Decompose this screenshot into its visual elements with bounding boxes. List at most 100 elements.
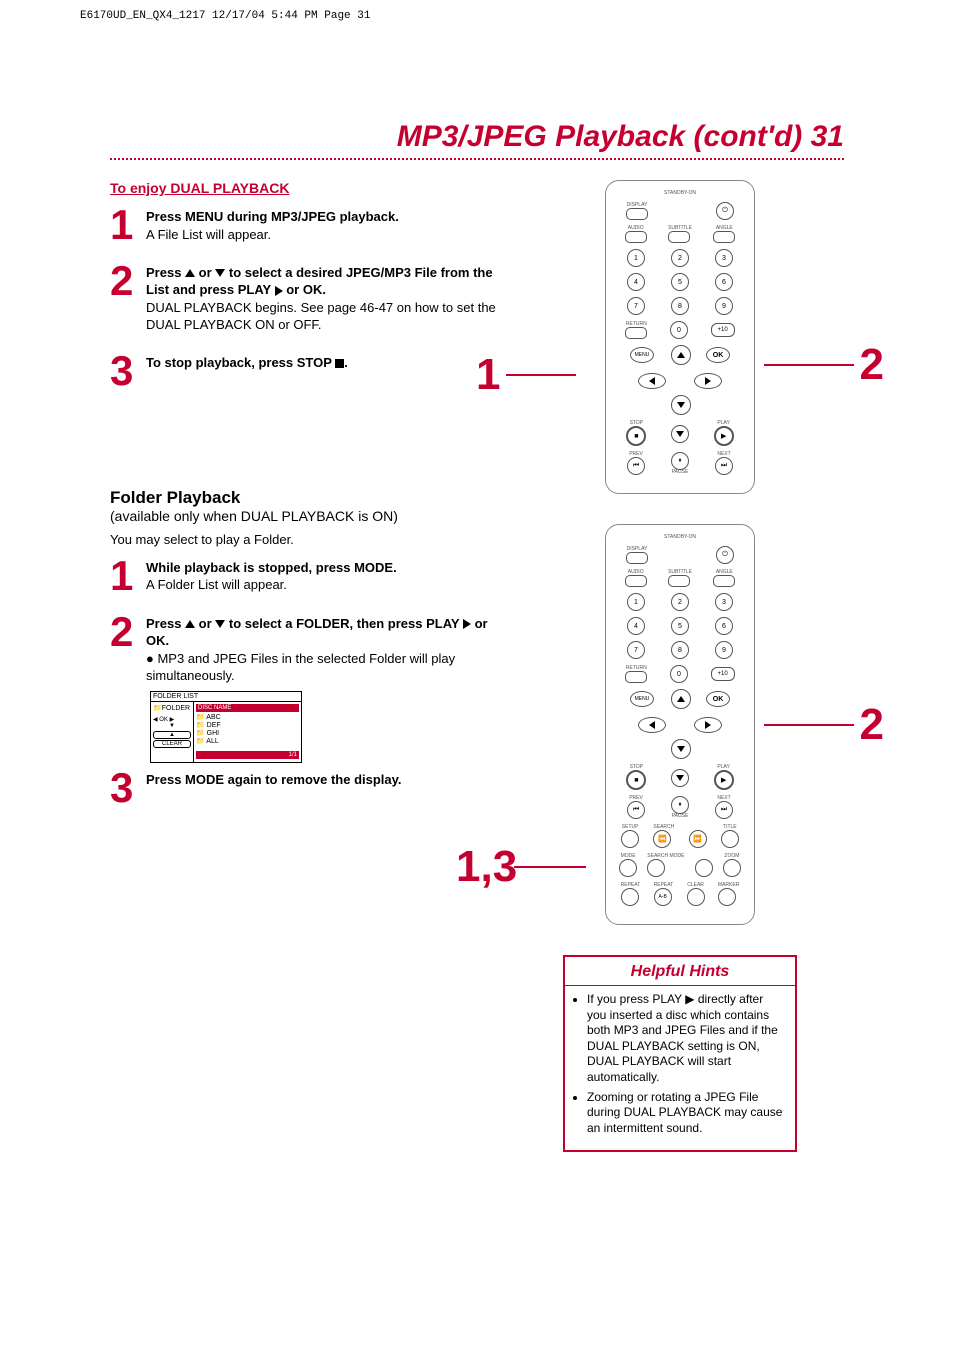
audio-button[interactable] [625,575,647,587]
ok-button[interactable]: OK [706,691,730,707]
num-7-button[interactable]: 7 [627,641,645,659]
play-button[interactable]: ▶ [714,770,734,790]
stop-button[interactable]: ■ [626,770,646,790]
display-button[interactable] [626,208,648,220]
num-7-button[interactable]: 7 [627,297,645,315]
folder-list-mock: FOLDER LIST 📁FOLDER ◀ OK ▶ ▼ ▲ CLEAR DIS… [150,691,302,763]
num-3-button[interactable]: 3 [715,249,733,267]
remote-label: ANGLE [713,570,735,575]
num-8-button[interactable]: 8 [671,297,689,315]
pause-button[interactable]: ⏸ [671,796,689,814]
next-button[interactable]: ⏭ [715,457,733,475]
remote-label: STANDBY-ON [664,535,696,540]
triangle-down-icon [215,620,225,628]
remote-label: REPEAT [654,883,674,888]
standby-button[interactable]: ⏻ [716,546,734,564]
remote-label: SUBTITLE [668,226,692,231]
remote-label: STOP [626,765,646,770]
dpad: MENU OK [630,345,730,415]
menu-button[interactable]: MENU [630,347,654,363]
num-6-button[interactable]: 6 [715,617,733,635]
num-9-button[interactable]: 9 [715,297,733,315]
ok-button[interactable]: OK [706,347,730,363]
dpad-up-button[interactable] [671,345,691,365]
plus10-button[interactable]: +10 [711,323,735,337]
step-text: A File List will appear. [146,227,271,242]
search-mode-button[interactable] [647,859,665,877]
standby-button[interactable]: ⏻ [716,202,734,220]
marker-button[interactable] [718,888,736,906]
num-5-button[interactable]: 5 [671,617,689,635]
subtitle-button[interactable] [668,231,690,243]
plus10-button[interactable]: +10 [711,667,735,681]
num-0-button[interactable]: 0 [670,665,688,683]
remote-label: SEARCH [653,825,674,830]
search-rev-button[interactable]: ⏪ [653,830,671,848]
num-6-button[interactable]: 6 [715,273,733,291]
print-header: E6170UD_EN_QX4_1217 12/17/04 5:44 PM Pag… [80,10,370,22]
pause-button[interactable]: ⏸ [671,452,689,470]
audio-button[interactable] [625,231,647,243]
step-bold: Press MODE again to remove the display. [146,772,402,787]
num-9-button[interactable]: 9 [715,641,733,659]
step-text: DUAL PLAYBACK begins. See page 46-47 on … [146,300,496,333]
section1-heading: To enjoy DUAL PLAYBACK [110,180,500,196]
num-5-button[interactable]: 5 [671,273,689,291]
dpad-down2-button[interactable] [671,769,689,787]
next-button[interactable]: ⏭ [715,801,733,819]
title-button[interactable] [721,830,739,848]
return-button[interactable] [625,671,647,683]
num-1-button[interactable]: 1 [627,249,645,267]
display-button[interactable] [626,552,648,564]
section2-heading: Folder Playback [110,488,500,508]
return-button[interactable] [625,327,647,339]
repeat-button[interactable] [621,888,639,906]
dpad-down2-button[interactable] [671,425,689,443]
clear-button[interactable] [687,888,705,906]
search-fwd-button[interactable]: ⏩ [689,830,707,848]
step-number: 3 [110,769,146,807]
section2-subtitle: (available only when DUAL PLAYBACK is ON… [110,508,500,524]
num-4-button[interactable]: 4 [627,617,645,635]
dpad-up-button[interactable] [671,689,691,709]
helpful-hints-box: Helpful Hints If you press PLAY ▶ direct… [563,955,797,1152]
step-number: 1 [110,206,146,244]
triangle-right-icon [705,721,711,729]
dpad-down-button[interactable] [671,395,691,415]
repeat-ab-button[interactable]: A-B [654,888,672,906]
pointer-line [764,724,854,726]
blank-button[interactable] [695,859,713,877]
num-4-button[interactable]: 4 [627,273,645,291]
remote-label: PLAY [714,765,734,770]
folder-item: 📁 GHI [196,729,299,737]
num-3-button[interactable]: 3 [715,593,733,611]
num-1-button[interactable]: 1 [627,593,645,611]
content-area: MP3/JPEG Playback (cont'd) 31 To enjoy D… [110,120,844,1152]
dpad-down-button[interactable] [671,739,691,759]
step-bold: Press or to select a desired JPEG/MP3 Fi… [146,265,493,298]
num-8-button[interactable]: 8 [671,641,689,659]
prev-button[interactable]: ⏮ [627,801,645,819]
zoom-button[interactable] [723,859,741,877]
angle-button[interactable] [713,231,735,243]
triangle-down-icon [677,746,685,752]
mode-button[interactable] [619,859,637,877]
num-2-button[interactable]: 2 [671,593,689,611]
subtitle-button[interactable] [668,575,690,587]
pointer-number-13: 1,3 [456,842,517,892]
dpad-left-button[interactable] [638,717,666,733]
dpad: MENU OK [630,689,730,759]
setup-button[interactable] [621,830,639,848]
triangle-right-icon [705,377,711,385]
num-2-button[interactable]: 2 [671,249,689,267]
play-button[interactable]: ▶ [714,426,734,446]
stop-button[interactable]: ■ [626,426,646,446]
prev-button[interactable]: ⏮ [627,457,645,475]
menu-button[interactable]: MENU [630,691,654,707]
num-0-button[interactable]: 0 [670,321,688,339]
dpad-right-button[interactable] [694,373,722,389]
right-column: 1 2 STANDBY-ON DISPLAY ⏻ AUDIO SUB [520,180,840,1152]
angle-button[interactable] [713,575,735,587]
dpad-left-button[interactable] [638,373,666,389]
dpad-right-button[interactable] [694,717,722,733]
